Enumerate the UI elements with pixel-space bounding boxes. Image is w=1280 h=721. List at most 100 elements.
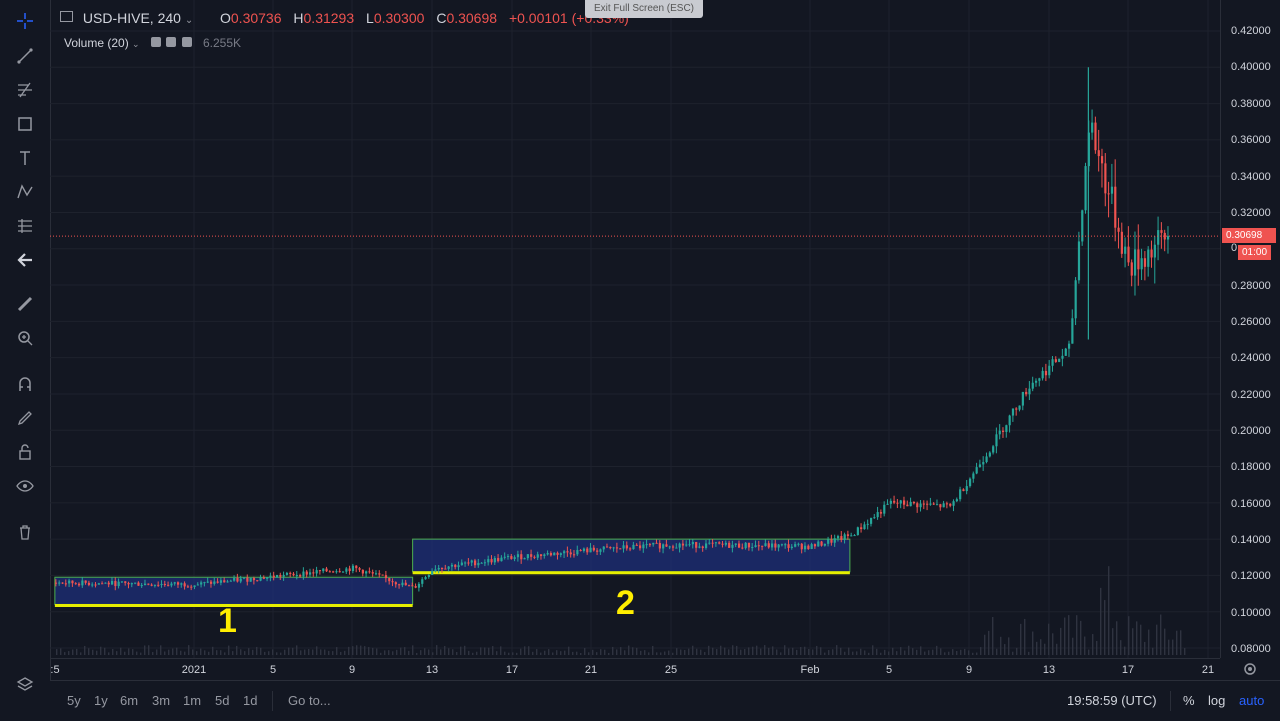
volume-bar xyxy=(736,645,738,655)
stay-drawing-icon[interactable] xyxy=(13,406,37,430)
candle-body xyxy=(269,575,272,578)
volume-bar xyxy=(676,648,678,655)
candle-body xyxy=(407,585,411,587)
volume-bar xyxy=(340,651,342,655)
trash-icon[interactable] xyxy=(13,520,37,544)
magnet-icon[interactable] xyxy=(13,372,37,396)
trend-line-icon[interactable] xyxy=(13,44,37,68)
candle-body xyxy=(912,501,916,504)
eye-icon[interactable] xyxy=(150,37,161,47)
gear-icon[interactable] xyxy=(166,37,177,47)
volume-bar xyxy=(528,646,530,655)
candle-body xyxy=(368,571,371,573)
pattern-icon[interactable] xyxy=(13,180,37,204)
candle-body xyxy=(345,568,348,572)
candle-body xyxy=(988,452,991,457)
symbol-legend[interactable]: USD-HIVE, 240 ⌄ xyxy=(60,10,193,26)
candle-body xyxy=(282,574,285,577)
fib-icon[interactable] xyxy=(13,78,37,102)
volume-bar xyxy=(804,646,806,655)
gear-icon[interactable] xyxy=(1242,661,1258,677)
range-5y-button[interactable]: 5y xyxy=(67,693,81,708)
candle-body xyxy=(662,544,665,549)
range-1m-button[interactable]: 1m xyxy=(183,693,202,708)
price-tick: 0.32000 xyxy=(1231,207,1271,219)
chevron-down-icon[interactable]: ⌄ xyxy=(184,15,194,26)
volume-bar xyxy=(636,647,638,655)
volume-bar xyxy=(208,651,210,655)
auto-scale-button[interactable]: auto xyxy=(1239,693,1265,708)
candle-body xyxy=(374,573,378,575)
price-tick: 0.14000 xyxy=(1231,534,1271,546)
ohlc-close-key: C xyxy=(436,10,447,26)
volume-legend[interactable]: Volume (20) ⌄ 6.255K xyxy=(64,36,241,50)
candle-body xyxy=(295,575,298,577)
candle-body xyxy=(906,504,909,507)
volume-label[interactable]: Volume (20) xyxy=(64,36,129,50)
chart-pane[interactable] xyxy=(50,0,1220,658)
log-scale-button[interactable]: log xyxy=(1208,693,1226,708)
volume-bar xyxy=(244,651,246,655)
candle-body xyxy=(1001,430,1005,432)
lock-icon[interactable] xyxy=(13,440,37,464)
candle-body xyxy=(233,577,236,581)
zoom-icon[interactable] xyxy=(13,326,37,350)
candle-body xyxy=(642,544,645,549)
text-icon[interactable] xyxy=(13,146,37,170)
candle-body xyxy=(398,584,401,586)
volume-bar xyxy=(1052,633,1054,655)
time-axis[interactable]: :5 2021 5 9 13 17 21 25 Feb 5 9 13 17 21 xyxy=(50,658,1220,681)
candle-body xyxy=(440,567,444,569)
candle-body xyxy=(1008,415,1011,426)
candle-body xyxy=(1114,186,1117,228)
rectangle-icon[interactable] xyxy=(13,112,37,136)
candle-body xyxy=(153,584,157,586)
volume-bar xyxy=(1160,614,1162,655)
volume-bar xyxy=(1144,641,1146,655)
crosshair-icon[interactable] xyxy=(13,9,37,33)
clock[interactable]: 19:58:59 (UTC) xyxy=(1067,693,1157,708)
percent-scale-button[interactable]: % xyxy=(1183,693,1195,708)
goto-button[interactable]: Go to... xyxy=(288,693,331,708)
layers-icon[interactable] xyxy=(13,672,37,696)
close-icon[interactable] xyxy=(181,37,192,47)
candle-body xyxy=(612,547,615,549)
candle-body xyxy=(543,554,546,557)
eye-icon[interactable] xyxy=(13,474,37,498)
volume-bar xyxy=(72,649,74,655)
ruler-icon[interactable] xyxy=(13,292,37,316)
candle-body xyxy=(351,565,355,571)
volume-bar xyxy=(240,649,242,655)
range-1d-button[interactable]: 1d xyxy=(243,693,258,708)
volume-bar xyxy=(380,652,382,655)
candle-body xyxy=(196,584,199,586)
volume-bar xyxy=(956,650,958,655)
ohlc-low-key: L xyxy=(366,10,374,26)
range-5d-button[interactable]: 5d xyxy=(215,693,230,708)
prediction-icon[interactable] xyxy=(13,214,37,238)
range-1y-button[interactable]: 1y xyxy=(94,693,108,708)
candle-body xyxy=(747,542,751,548)
price-axis[interactable]: 0.42000 0.40000 0.38000 0.36000 0.34000 … xyxy=(1220,0,1280,658)
candle-body xyxy=(592,547,595,551)
chevron-down-icon[interactable]: ⌄ xyxy=(132,39,140,49)
volume-bar xyxy=(1064,617,1066,655)
volume-bar xyxy=(280,652,282,655)
price-chart[interactable] xyxy=(50,0,1220,658)
volume-bar xyxy=(324,649,326,655)
back-arrow-icon[interactable] xyxy=(13,248,37,272)
volume-bar xyxy=(988,630,990,655)
volume-bar xyxy=(308,649,310,655)
candle-body xyxy=(609,546,612,549)
volume-bar xyxy=(288,647,290,655)
range-3m-button[interactable]: 3m xyxy=(152,693,171,708)
exit-fullscreen-button[interactable]: Exit Full Screen (ESC) xyxy=(585,0,703,18)
volume-bar xyxy=(884,649,886,655)
candle-body xyxy=(1081,210,1084,242)
candle-body xyxy=(404,582,407,586)
range-6m-button[interactable]: 6m xyxy=(120,693,139,708)
symbol-label[interactable]: USD-HIVE, 240 xyxy=(82,10,181,26)
price-tick: 0.26000 xyxy=(1231,316,1271,328)
ohlc-values: O0.30736 H0.31293 L0.30300 C0.30698 +0.0… xyxy=(220,10,637,26)
candle-body xyxy=(510,556,513,559)
